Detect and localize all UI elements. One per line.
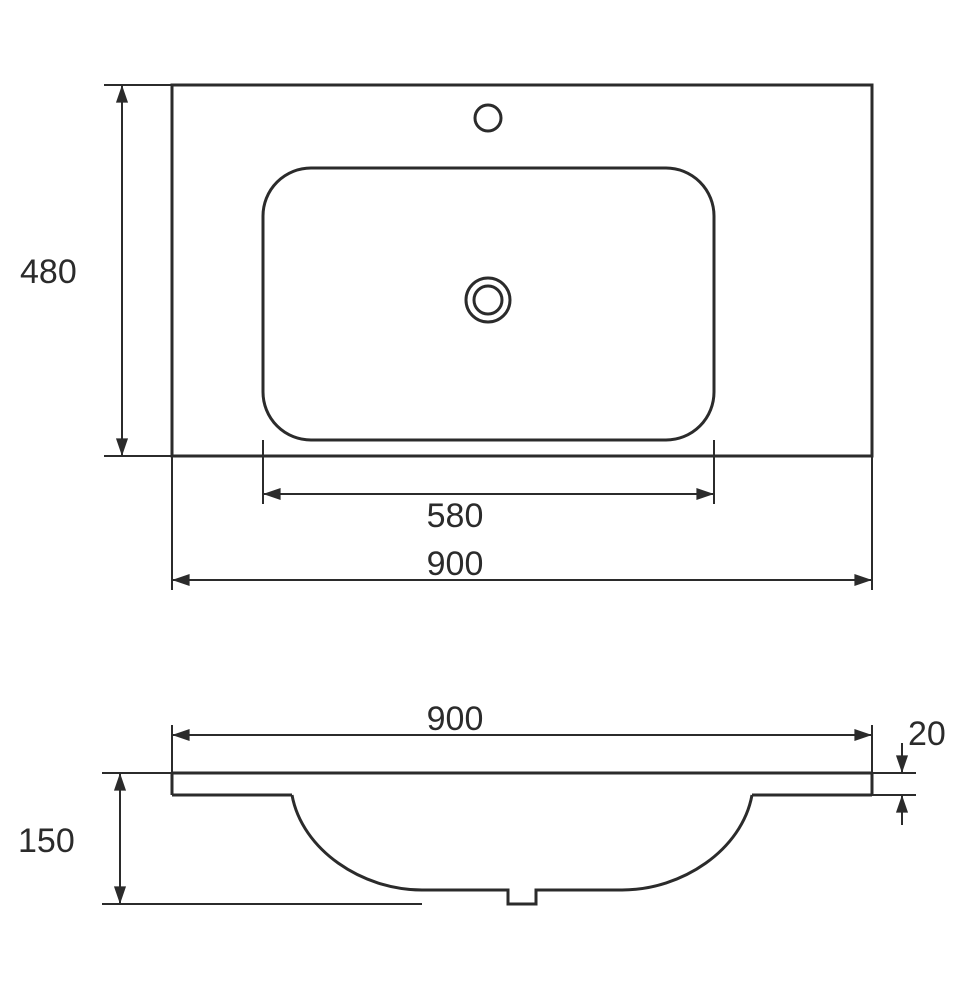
top-view-basin [263, 168, 714, 440]
dim-lip-20: 20 [908, 715, 946, 753]
dim-basin-width-580: 580 [427, 497, 484, 535]
side-view-basin-profile [292, 795, 752, 904]
dim-height-150: 150 [18, 822, 75, 860]
dim-outer-width-900: 900 [427, 545, 484, 583]
dim-depth-480: 480 [20, 253, 77, 291]
tap-hole [475, 105, 501, 131]
dim-side-width-900: 900 [427, 700, 484, 738]
top-view-outer [172, 85, 872, 456]
drain-inner [474, 286, 502, 314]
